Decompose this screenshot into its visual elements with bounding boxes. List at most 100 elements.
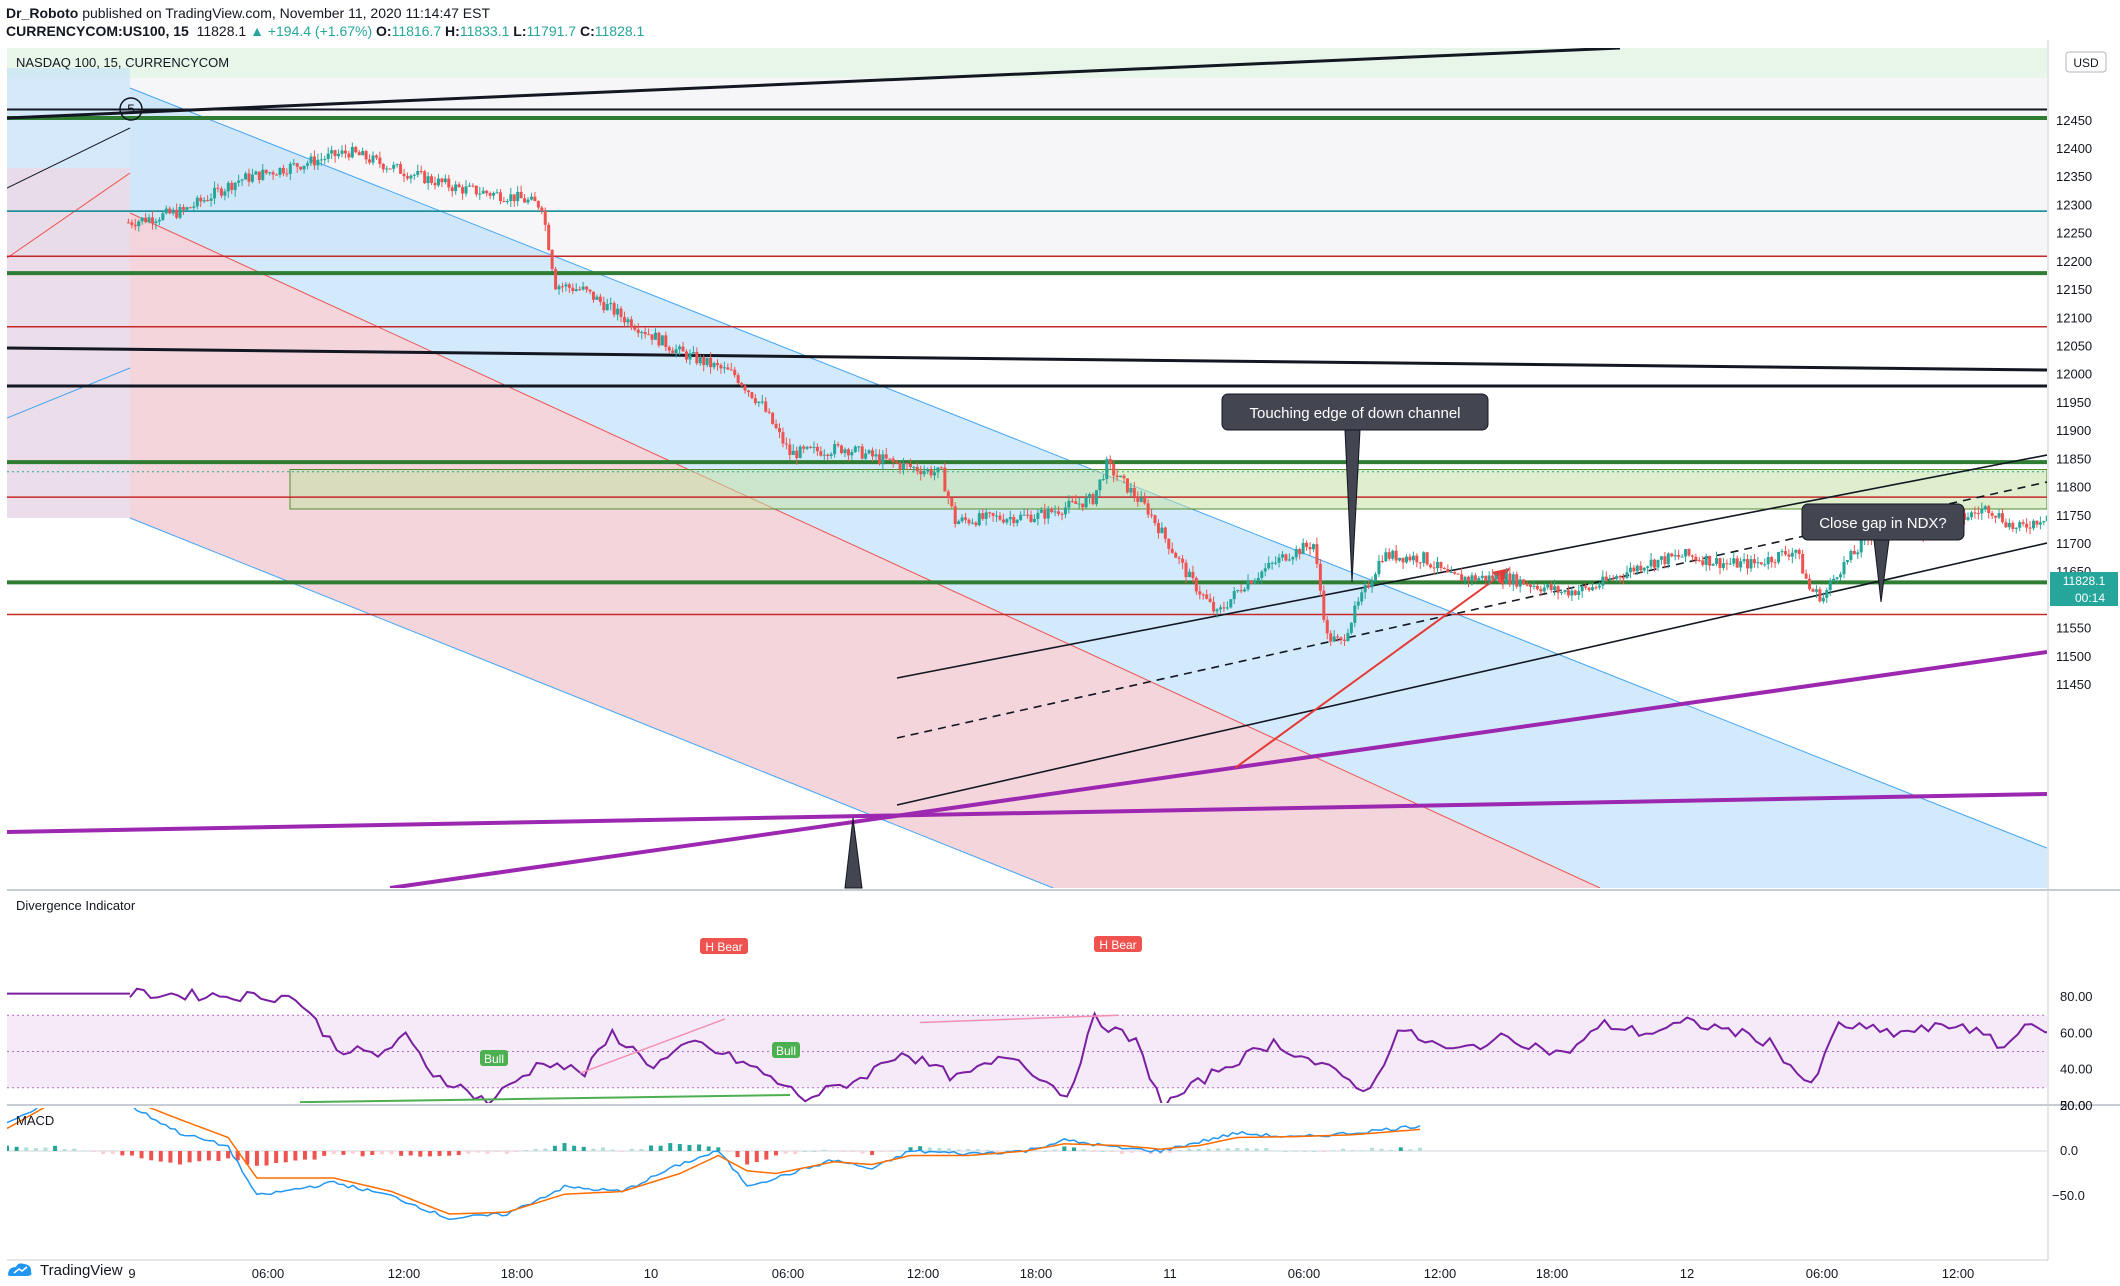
purple-trendline-lower[interactable]: [7, 792, 2047, 834]
channel-mid-line[interactable]: [129, 212, 1601, 888]
macd-histogram-bar: [1129, 1151, 1134, 1153]
callout-channel-text: Touching edge of down channel: [1250, 405, 1461, 422]
candle-body: [1239, 590, 1243, 592]
signal-h-bear-2[interactable]: H Bear: [1094, 936, 1142, 952]
candle-body: [867, 450, 871, 454]
top-black-trendline[interactable]: [7, 48, 1621, 120]
candle-body: [698, 356, 702, 364]
candle-body: [182, 207, 186, 210]
price-tick-label: 12300: [2056, 197, 2092, 212]
candle-body: [774, 423, 778, 429]
macd-histogram-bar: [1273, 1150, 1278, 1152]
candle-body: [1994, 515, 1998, 518]
candle-body: [1763, 564, 1767, 566]
macd-pane[interactable]: [5, 1096, 2047, 1221]
close-value: 11828.1: [594, 23, 645, 39]
candle-body: [1167, 538, 1171, 549]
macd-tick-label: 50.0: [2060, 1098, 2085, 1113]
callout-gap[interactable]: Close gap in NDX?: [1801, 503, 1965, 603]
candle-body: [1012, 517, 1016, 524]
candle-body: [237, 180, 241, 183]
bull-divergence-line[interactable]: [299, 1093, 791, 1103]
macd-histogram-bar: [956, 1149, 961, 1151]
gap-zone[interactable]: [289, 468, 2047, 510]
candle-body: [1150, 514, 1154, 516]
chart-canvas[interactable]: 1145011500115501160011650117001175011800…: [0, 40, 2120, 1286]
candle-body: [946, 491, 950, 498]
candle-body: [871, 450, 875, 457]
bear-divergence-line-1[interactable]: [579, 1018, 726, 1074]
falling-black-trendline[interactable]: [7, 346, 2047, 372]
wave-5-marker[interactable]: 5: [119, 97, 143, 121]
signal-bull-2[interactable]: Bull: [772, 1042, 800, 1058]
candle-body: [1659, 556, 1663, 560]
candle-body: [433, 182, 437, 186]
macd-histogram-bar: [53, 1145, 58, 1151]
candle-body: [1081, 503, 1085, 508]
candle-body: [1980, 508, 1984, 514]
time-tick-label: 9: [128, 1266, 135, 1281]
candle-body: [178, 207, 182, 218]
candle-body: [195, 197, 199, 207]
candle-body: [860, 446, 864, 459]
candle-body: [688, 353, 692, 360]
candle-body: [581, 286, 585, 290]
author-name[interactable]: Dr_Roboto: [6, 5, 79, 21]
candle-body: [1218, 607, 1222, 610]
macd-histogram-bar: [802, 1150, 807, 1152]
candle-body: [747, 390, 750, 393]
macd-histogram-bar: [14, 1146, 19, 1151]
candle-body: [1511, 574, 1515, 585]
rsi-line[interactable]: [129, 987, 2120, 1110]
low-marker-arrow[interactable]: [844, 817, 863, 889]
candle-body: [1825, 590, 1829, 598]
candle-body: [1418, 562, 1422, 564]
candle-body: [1198, 591, 1202, 595]
purple-trendline-upper[interactable]: [389, 650, 2047, 888]
price-tick-label: 12450: [2056, 113, 2092, 128]
candle-body: [1019, 514, 1023, 520]
bear-divergence-line-2[interactable]: [919, 1014, 1119, 1024]
rising-channel-top[interactable]: [896, 454, 2047, 679]
candle-body: [1801, 553, 1805, 574]
tradingview-footer[interactable]: TradingView: [6, 1258, 123, 1282]
macd-histogram-bar: [533, 1148, 538, 1151]
macd-histogram-bar: [1052, 1149, 1057, 1151]
callout-channel[interactable]: Touching edge of down channel: [1221, 393, 1489, 583]
currency-button[interactable]: [2065, 51, 2107, 73]
main-price-pane[interactable]: [7, 48, 2120, 888]
channel-upper-line[interactable]: [129, 87, 2047, 849]
rising-channel-bottom[interactable]: [896, 542, 2047, 806]
macd-histogram-bar: [1216, 1148, 1221, 1151]
candle-body: [1635, 565, 1639, 572]
candle-body: [299, 166, 303, 170]
candle-body: [1243, 589, 1247, 592]
candle-body: [857, 446, 861, 448]
candle-body: [1708, 555, 1712, 566]
candle-body: [1498, 575, 1502, 583]
divergence-pane[interactable]: [7, 987, 2120, 1110]
candle-body: [1425, 552, 1429, 565]
candle-body: [1535, 585, 1539, 590]
left-channel-line[interactable]: [7, 367, 131, 419]
price-tick-label: 12000: [2056, 367, 2092, 382]
projection-arrow-shaft[interactable]: [1234, 571, 1506, 769]
macd-histogram-bar: [129, 1151, 134, 1156]
candle-body: [1170, 548, 1174, 553]
macd-histogram-bar: [43, 1147, 48, 1151]
signal-h-bear-1[interactable]: H Bear: [700, 938, 748, 954]
left-black-line[interactable]: [7, 127, 131, 189]
candle-body: [1370, 581, 1374, 588]
channel-lower-line[interactable]: [129, 517, 1054, 888]
signal-bull-1[interactable]: Bull: [480, 1050, 508, 1066]
symbol-name[interactable]: CURRENCYCOM:US100, 15: [6, 23, 189, 39]
candle-body: [1174, 552, 1178, 558]
candle-body: [157, 219, 161, 222]
macd-histogram-bar: [1418, 1147, 1422, 1151]
left-red-line[interactable]: [7, 172, 131, 259]
candle-body: [1811, 589, 1815, 592]
macd-histogram-bar: [1110, 1151, 1115, 1152]
candle-body: [464, 186, 468, 194]
macd-histogram-bar: [524, 1150, 529, 1152]
macd-signal-line[interactable]: [7, 1097, 1421, 1215]
